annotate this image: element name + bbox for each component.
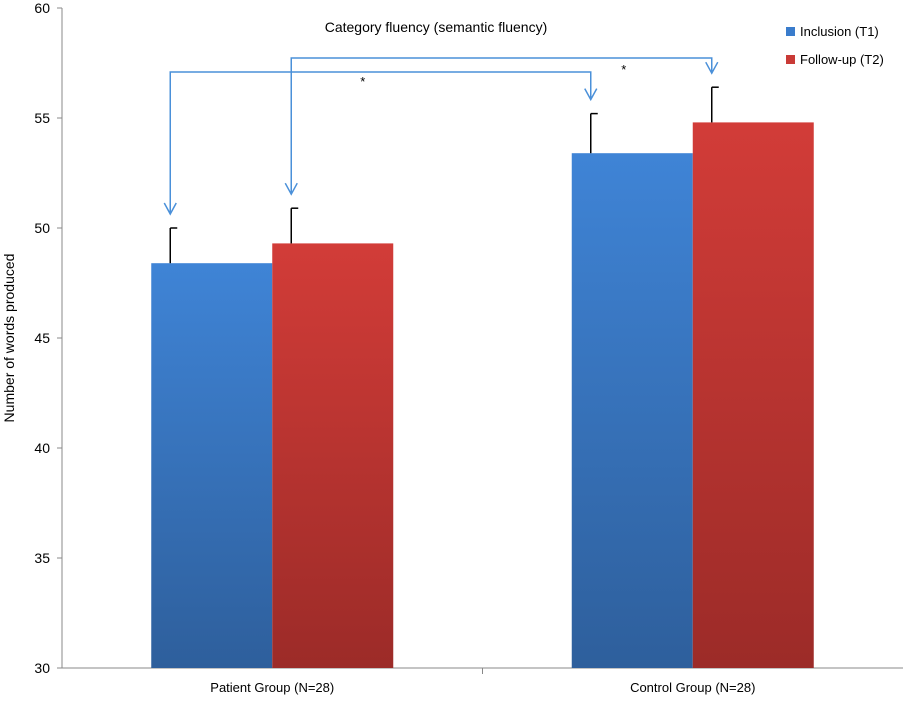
significance-star: *	[621, 62, 626, 77]
x-tick-label: Control Group (N=28)	[630, 680, 755, 695]
significance-bracket	[169, 71, 592, 214]
y-tick-label: 50	[34, 220, 50, 236]
arrow-head-icon	[163, 202, 177, 216]
arrow-head-icon	[284, 182, 298, 196]
arrow-head-icon	[705, 61, 719, 75]
legend: Inclusion (T1) Follow-up (T2)	[786, 24, 884, 67]
arrow-head-icon	[584, 88, 598, 102]
y-tick-label: 60	[34, 0, 50, 16]
y-tick-label: 30	[34, 660, 50, 676]
bar	[272, 243, 394, 668]
y-tick-label: 35	[34, 550, 50, 566]
y-axis-label: Number of words produced	[1, 254, 17, 423]
legend-label: Inclusion (T1)	[800, 24, 879, 39]
bar	[571, 153, 693, 668]
legend-swatch	[786, 27, 795, 36]
y-tick-label: 40	[34, 440, 50, 456]
chart-title: Category fluency (semantic fluency)	[325, 19, 548, 35]
y-tick-label: 45	[34, 330, 50, 346]
legend-label: Follow-up (T2)	[800, 52, 884, 67]
legend-swatch	[786, 55, 795, 64]
x-tick-label: Patient Group (N=28)	[210, 680, 334, 695]
y-tick-label: 55	[34, 110, 50, 126]
significance-bracket	[290, 57, 713, 195]
bar	[692, 122, 814, 668]
significance-star: *	[360, 74, 365, 89]
bar	[151, 263, 273, 668]
